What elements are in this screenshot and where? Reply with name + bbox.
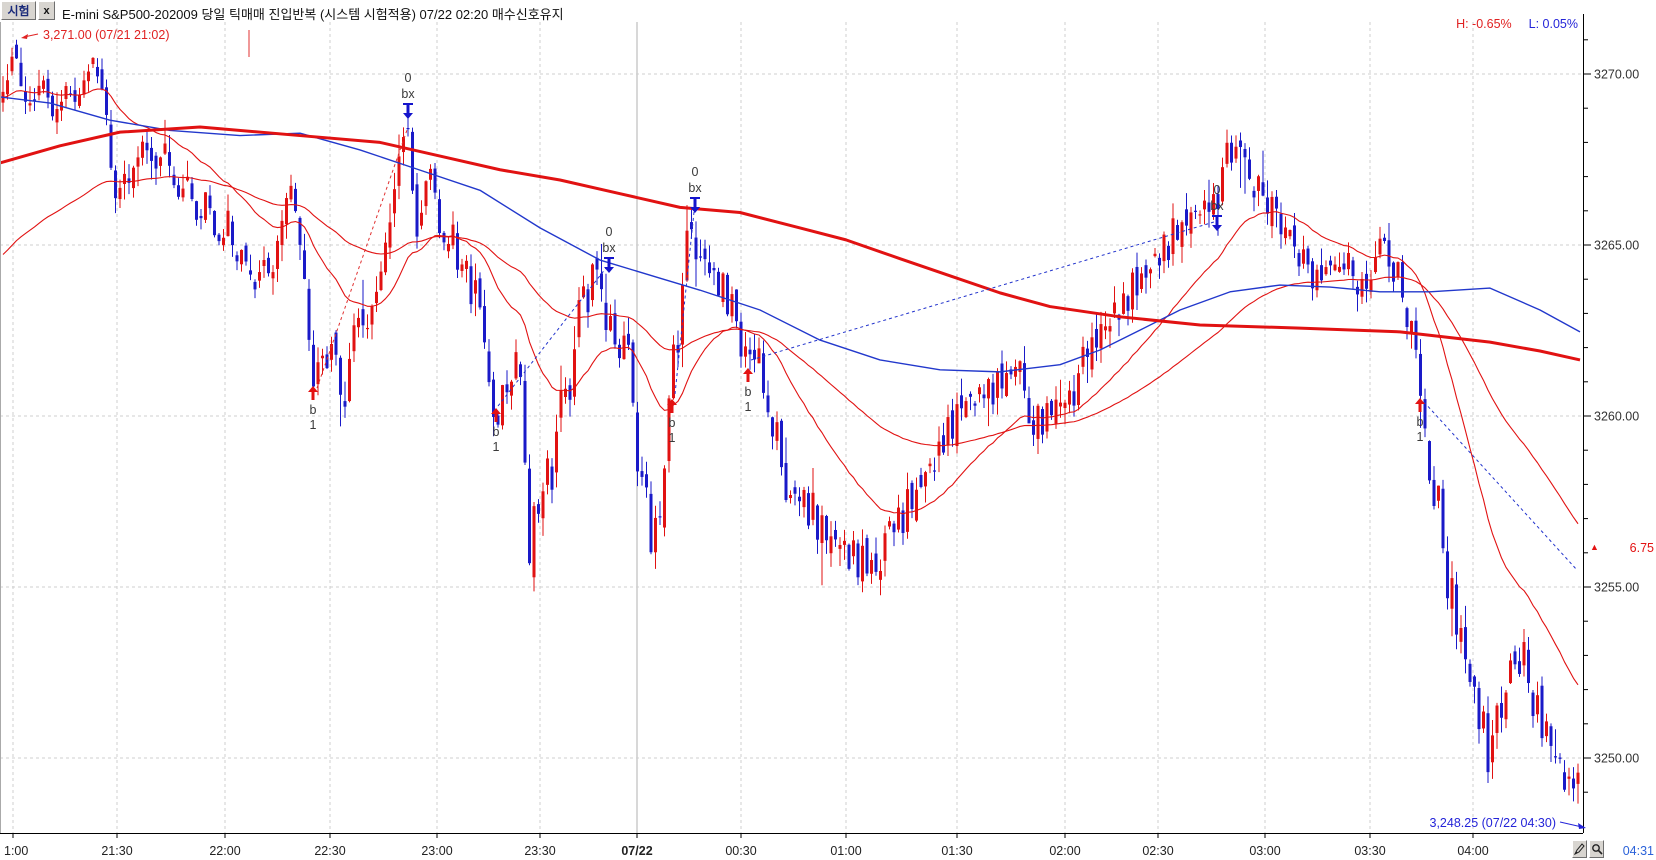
signal-label: b <box>310 403 317 417</box>
x-axis-label: 22:30 <box>314 844 345 858</box>
signal-label: 0 <box>692 165 699 179</box>
x-axis-label: 23:00 <box>421 844 452 858</box>
y-axis-label: 3270.00 <box>1594 68 1639 82</box>
buy-entry-arrow-icon <box>1415 398 1425 412</box>
draw-tool-button[interactable] <box>1572 840 1587 858</box>
signal-label: b <box>669 416 676 430</box>
signal-label: bx <box>688 181 702 195</box>
x-axis-label: 1:00 <box>4 844 28 858</box>
signal-label: b <box>493 425 500 439</box>
x-axis-label: 01:30 <box>941 844 972 858</box>
high-pct-label: H: <box>1456 17 1469 31</box>
signal-label: b <box>745 385 752 399</box>
buy-entry-arrow-icon <box>667 399 677 413</box>
candles-layer <box>1 39 1580 804</box>
high-pct-value: -0.65% <box>1472 17 1512 31</box>
session-high-annotation: 3,271.00 (07/21 21:02) <box>20 28 170 42</box>
y-axis-label: 3260.00 <box>1594 410 1639 424</box>
x-axis-label: 01:00 <box>830 844 861 858</box>
y-axis-label: 3250.00 <box>1594 752 1639 766</box>
signal-label: 1 <box>1417 430 1424 444</box>
x-axis-label: 03:30 <box>1354 844 1385 858</box>
left-arrow-icon <box>21 33 39 39</box>
moving-average-lines <box>0 88 1581 686</box>
axes-layer: 3270.00 3265.00 3260.00 3255.00 3250.00 1:00 2… <box>0 14 1639 858</box>
magnifier-icon <box>1591 844 1603 855</box>
close-icon[interactable]: x <box>38 1 55 20</box>
signal-label: bx <box>602 241 616 255</box>
right-arrow-icon <box>1559 821 1586 829</box>
signal-label: 1 <box>669 431 676 445</box>
up-triangle-icon: ▲ <box>1590 542 1599 552</box>
strategy-tag-label: 시험 <box>7 4 30 18</box>
strategy-tag-button[interactable]: 시험 <box>1 1 36 20</box>
signal-label: bx <box>1210 199 1224 213</box>
x-axis-label: 07/22 <box>621 844 652 858</box>
trend-lines <box>248 30 1578 571</box>
chart-title: E-mini S&P500-202009 당일 틱매매 진입반복 (시스템 시험… <box>62 7 564 22</box>
signal-label: b <box>1417 415 1424 429</box>
grid-layer <box>0 22 1583 833</box>
x-axis-label: 23:30 <box>524 844 555 858</box>
x-axis-label: 02:00 <box>1049 844 1080 858</box>
price-change-value: 6.75 <box>1629 540 1654 555</box>
buy-entry-arrow-icon <box>491 408 501 422</box>
session-low-annotation: 3,248.25 (07/22 04:30) <box>1429 816 1557 830</box>
session-high-low-stats: H: -0.65% L: 0.05% <box>1290 17 1578 31</box>
price-change: ▲ 6.75 <box>1588 540 1656 555</box>
signal-label: bx <box>401 87 415 101</box>
session-high-text: 3,271.00 (07/21 21:02) <box>43 28 170 42</box>
x-axis-label: 03:00 <box>1249 844 1280 858</box>
sell-exit-arrow-icon <box>1212 215 1222 231</box>
sell-exit-arrow-icon <box>403 103 413 119</box>
current-price-tag: 3256.50 <box>1597 522 1645 538</box>
signal-label: 1 <box>310 418 317 432</box>
signal-label: 0 <box>606 225 613 239</box>
pencil-icon <box>1574 843 1585 855</box>
signal-label: 1 <box>493 440 500 454</box>
x-axis-label: 00:30 <box>725 844 756 858</box>
x-axis-label: 02:30 <box>1142 844 1173 858</box>
sell-exit-arrow-icon <box>690 197 700 213</box>
zoom-tool-button[interactable] <box>1589 840 1604 858</box>
x-axis-label: 22:00 <box>209 844 240 858</box>
signal-label: 0 <box>1214 183 1221 197</box>
current-time-label: 04:31 <box>1622 844 1654 858</box>
low-pct-label: L: <box>1528 17 1540 31</box>
signal-label: 1 <box>745 400 752 414</box>
low-pct-value: 0.05% <box>1542 17 1578 31</box>
buy-entry-arrow-icon <box>308 386 318 400</box>
buy-entry-arrow-icon <box>743 368 753 382</box>
x-axis-label: 21:30 <box>101 844 132 858</box>
sell-exit-arrow-icon <box>604 257 614 273</box>
y-axis-label: 3265.00 <box>1594 239 1639 253</box>
signal-label: 0 <box>405 71 412 85</box>
x-axis-label: 04:00 <box>1457 844 1488 858</box>
y-axis-label: 3255.00 <box>1594 581 1639 595</box>
